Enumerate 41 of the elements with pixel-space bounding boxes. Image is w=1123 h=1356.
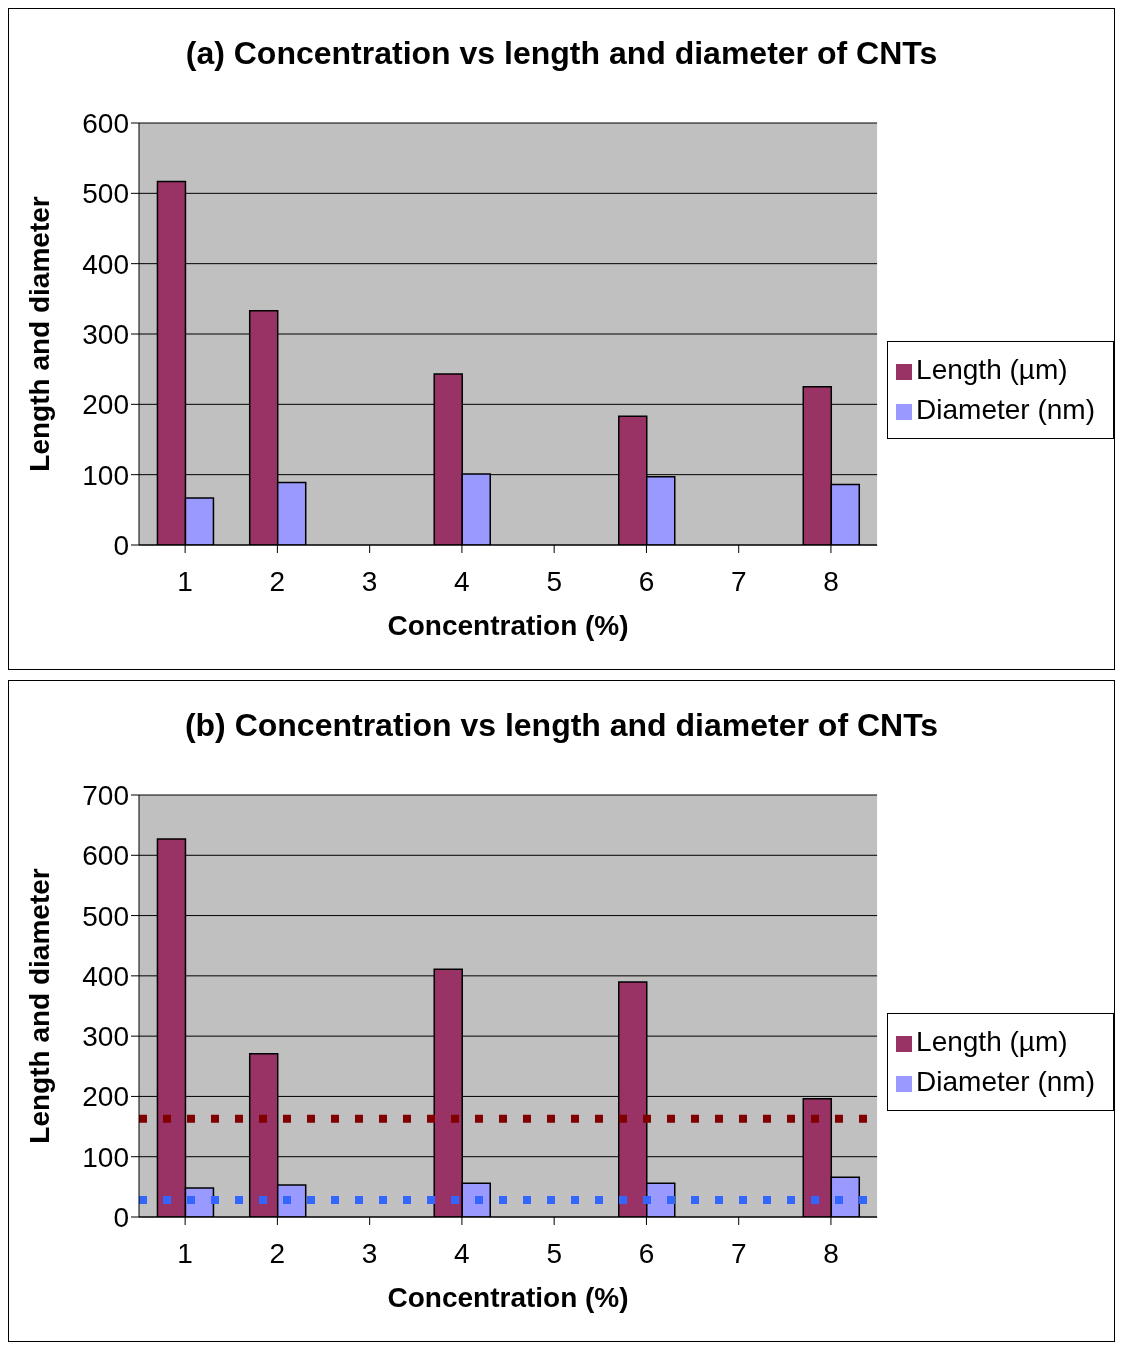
- x-tick-label: 6: [638, 565, 655, 597]
- y-tick-label: 100: [82, 459, 129, 491]
- x-tick-label: 7: [730, 565, 747, 597]
- x-tick-label: 4: [454, 1237, 470, 1269]
- y-tick-label: 200: [82, 389, 129, 421]
- y-axis-title: Length and diameter: [23, 868, 55, 1144]
- legend-label: Length (µm): [916, 1026, 1068, 1057]
- x-tick-label: 7: [730, 1237, 747, 1269]
- y-tick-label: 600: [82, 840, 129, 872]
- y-tick-label: 0: [113, 1201, 129, 1233]
- x-axis-title: Concentration (%): [387, 1282, 629, 1313]
- legend-label: Diameter (nm): [916, 1066, 1095, 1097]
- y-tick-label: 300: [82, 318, 129, 350]
- y-tick-label: 400: [82, 248, 129, 280]
- y-tick-label: 600: [82, 107, 129, 139]
- x-tick-label: 5: [546, 1237, 562, 1269]
- y-tick-label: 100: [82, 1141, 129, 1173]
- legend-label: Length (µm): [916, 354, 1068, 385]
- y-axis-title: Length and diameter: [23, 196, 55, 472]
- y-tick-label: 200: [82, 1081, 129, 1113]
- x-tick-label: 4: [454, 565, 470, 597]
- y-tick-label: 400: [82, 960, 129, 992]
- y-tick-label: 500: [82, 900, 129, 932]
- chart-title: (b) Concentration vs length and diameter of CNTs: [183, 707, 940, 745]
- x-tick-label: 3: [361, 565, 378, 597]
- y-tick-label: 300: [82, 1021, 129, 1053]
- x-tick-label: 2: [269, 565, 286, 597]
- x-tick-label: 1: [177, 565, 193, 597]
- x-tick-label: 5: [546, 565, 562, 597]
- x-tick-label: 3: [361, 1237, 378, 1269]
- x-tick-label: 1: [177, 1237, 193, 1269]
- legend-label: Diameter (nm): [916, 394, 1095, 425]
- x-tick-label: 8: [823, 1237, 839, 1269]
- x-tick-label: 2: [269, 1237, 286, 1269]
- x-tick-label: 6: [638, 1237, 655, 1269]
- x-tick-label: 8: [823, 565, 839, 597]
- y-tick-label: 500: [82, 178, 129, 210]
- x-axis-title: Concentration (%): [387, 610, 629, 641]
- chart-title: (a) Concentration vs length and diameter of CNTs: [184, 35, 939, 73]
- y-tick-label: 0: [113, 529, 129, 561]
- y-tick-label: 700: [82, 779, 129, 811]
